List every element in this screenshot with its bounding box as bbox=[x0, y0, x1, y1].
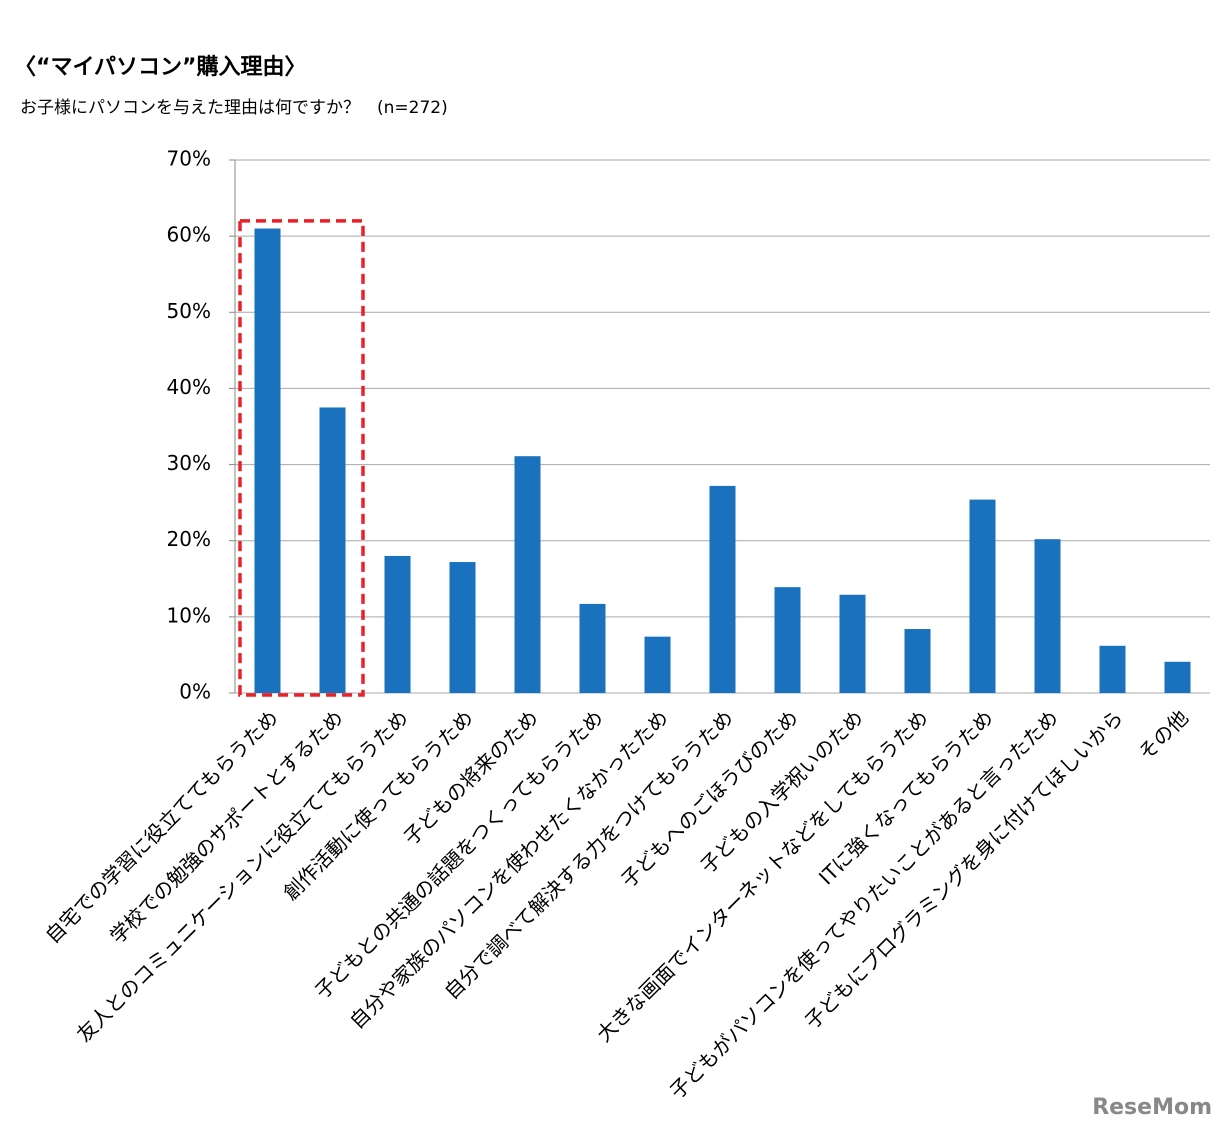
y-tick-label: 50% bbox=[167, 299, 211, 323]
bar bbox=[644, 636, 671, 693]
bar bbox=[514, 456, 541, 693]
bar bbox=[904, 629, 931, 693]
bar bbox=[709, 485, 736, 693]
bar bbox=[319, 407, 346, 693]
highlight-box bbox=[238, 219, 365, 697]
bar bbox=[774, 587, 801, 693]
bar bbox=[839, 594, 866, 693]
x-tick-label: その他 bbox=[1134, 705, 1193, 764]
bar bbox=[1164, 661, 1191, 693]
y-tick-label: 40% bbox=[167, 375, 211, 399]
chart-subtitle: お子様にパソコンを与えた理由は何ですか？ (n=272) bbox=[20, 98, 448, 118]
y-tick-label: 70% bbox=[167, 147, 211, 171]
y-tick-label: 20% bbox=[167, 527, 211, 551]
bar bbox=[384, 555, 411, 693]
bar bbox=[579, 603, 606, 693]
y-tick-label: 60% bbox=[167, 223, 211, 247]
bar bbox=[254, 228, 281, 693]
y-tick-label: 30% bbox=[167, 451, 211, 475]
watermark: ReseMom bbox=[1092, 1095, 1212, 1120]
bar bbox=[1099, 645, 1126, 693]
bar bbox=[449, 562, 476, 693]
x-tick-label: 学校での勉強のサポートとするため bbox=[105, 705, 348, 948]
chart-title: 〈“マイパソコン”購入理由〉 bbox=[14, 55, 306, 80]
bar bbox=[1034, 539, 1061, 693]
y-tick-label: 10% bbox=[167, 603, 211, 627]
x-tick-label: 自宅での学習に役立ててもらうため bbox=[40, 705, 283, 948]
y-tick-label: 0% bbox=[179, 680, 211, 704]
bar bbox=[969, 499, 996, 693]
